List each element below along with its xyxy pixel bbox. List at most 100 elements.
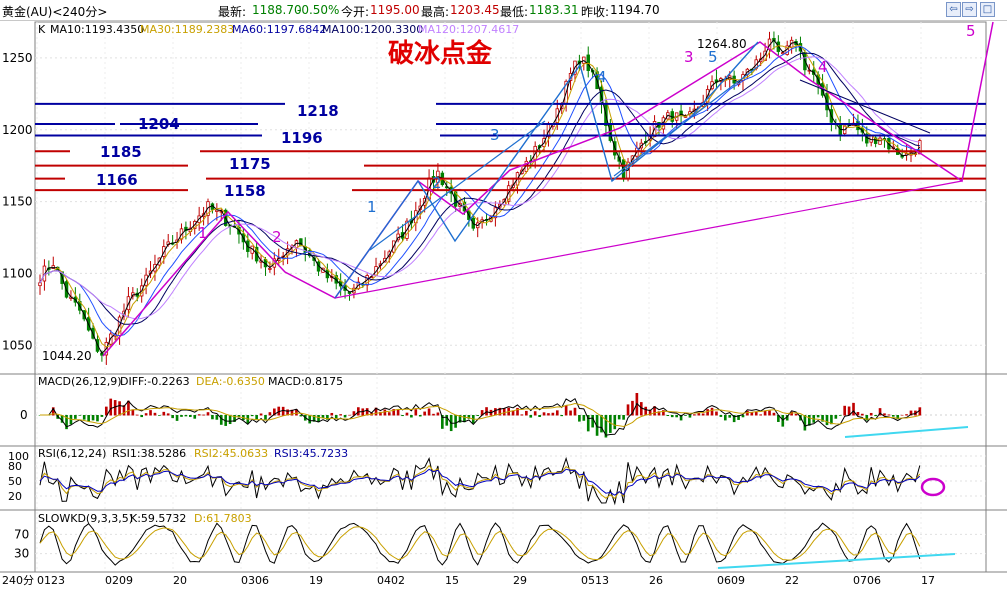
x-tick-label: 0609	[717, 574, 745, 587]
macd-bar	[184, 415, 188, 417]
wave-label-blue: 5	[708, 48, 718, 66]
x-tick-label: 26	[649, 574, 663, 587]
kd-d-label: D:61.7803	[194, 512, 252, 525]
macd-bar	[777, 415, 780, 422]
macd-bar	[586, 415, 590, 432]
high-value: 1203.45	[450, 3, 500, 17]
y-tick-label: 30	[14, 547, 29, 561]
macd-bar	[631, 400, 634, 416]
macd-diff: DIFF:-0.2263	[120, 375, 190, 388]
macd-bar	[458, 415, 462, 423]
magenta-wave	[102, 21, 994, 357]
macd-bar	[555, 410, 559, 416]
macd-bar	[334, 415, 338, 419]
ma-k-label: K	[38, 23, 46, 36]
candle-body	[51, 265, 55, 269]
macd-bar	[626, 404, 630, 416]
macd-bar	[127, 400, 130, 416]
macd-bar	[790, 411, 793, 416]
macd-bar	[250, 415, 254, 417]
macd-bar	[273, 408, 276, 416]
macd-bar	[732, 415, 736, 423]
y-tick-label: 1100	[2, 266, 33, 280]
y-tick-label: 1050	[2, 338, 33, 352]
x-tick-label: 22	[785, 574, 799, 587]
macd-bar	[578, 415, 581, 422]
macd-bar	[529, 415, 533, 418]
wave-label-magenta: 5	[966, 22, 976, 40]
ma-line	[39, 45, 920, 337]
macd-bar	[613, 415, 617, 430]
macd-dea-line	[40, 402, 920, 428]
macd-bar	[277, 406, 281, 416]
macd-divergence-line	[844, 426, 969, 438]
macd-bar	[166, 413, 170, 416]
macd-bar	[286, 409, 289, 416]
macd-bar	[591, 415, 594, 428]
macd-bar	[688, 415, 692, 418]
rsi1-line	[39, 456, 921, 506]
macd-bar	[772, 412, 776, 416]
maximize-button[interactable]: □	[980, 2, 995, 17]
macd-bar	[516, 407, 519, 416]
macd-bar	[206, 412, 210, 416]
macd-bar	[644, 406, 648, 416]
wave-lines: 1 2 3 4 5 1 2 3 4 5	[102, 21, 994, 357]
macd-bar	[900, 414, 904, 416]
macd-bar	[60, 415, 64, 423]
macd-bar	[785, 415, 789, 421]
candle-body	[38, 282, 42, 287]
macd-bar	[140, 415, 144, 418]
macd-bar	[193, 415, 197, 419]
macd-bar	[343, 415, 347, 418]
kd-divergence-line	[717, 553, 956, 569]
macd-bar	[684, 415, 687, 416]
prev-window-button[interactable]: ⇦	[946, 2, 961, 17]
macd-bar	[896, 415, 900, 420]
macd-bar	[374, 407, 378, 416]
next-window-button[interactable]: ⇨	[962, 2, 977, 17]
x-tick-label: 0706	[853, 574, 881, 587]
macd-bar	[379, 411, 382, 416]
prev-value: 1194.70	[610, 3, 660, 17]
macd-bar	[454, 415, 457, 428]
macd-bar	[569, 410, 572, 416]
latest-label: 最新:	[218, 5, 247, 19]
macd-bar	[763, 410, 767, 416]
wave-label-magenta: 2	[272, 228, 282, 246]
macd-bar	[317, 415, 320, 423]
macd-bar	[476, 415, 480, 416]
chart-title: 破冰点金	[388, 38, 493, 69]
ma120-label: MA120:1207.4617	[418, 23, 519, 36]
level-label: 1166	[96, 171, 138, 189]
macd-bar	[237, 415, 241, 418]
macd-bar	[502, 408, 506, 416]
ma-line	[39, 52, 920, 325]
ma10-label: MA10:1193.4350	[50, 23, 144, 36]
y-tick-label: 80	[8, 460, 22, 473]
x-tick-label: 0306	[241, 574, 269, 587]
macd-bar	[96, 415, 99, 422]
macd-bar	[365, 408, 369, 416]
candle-body	[383, 257, 387, 263]
macd-bar	[392, 409, 396, 416]
macd-bar	[387, 412, 391, 416]
trend-line	[799, 79, 931, 134]
x-tick-label: 15	[445, 574, 459, 587]
macd-bar	[807, 415, 811, 426]
macd-bar	[259, 413, 263, 416]
macd-bar	[816, 415, 820, 418]
macd-bar	[693, 414, 696, 416]
level-label: 1158	[224, 182, 266, 200]
macd-bar	[564, 405, 568, 416]
macd-bar	[219, 415, 223, 425]
macd-bar	[670, 415, 674, 418]
macd-bar	[312, 415, 316, 422]
macd-bar	[82, 415, 86, 420]
rsi1-label: RSI1:38.5286	[112, 447, 186, 460]
macd-bar	[268, 412, 272, 416]
rsi2-line	[39, 464, 921, 500]
macd-bar	[153, 412, 157, 416]
macd-bar	[414, 409, 418, 416]
